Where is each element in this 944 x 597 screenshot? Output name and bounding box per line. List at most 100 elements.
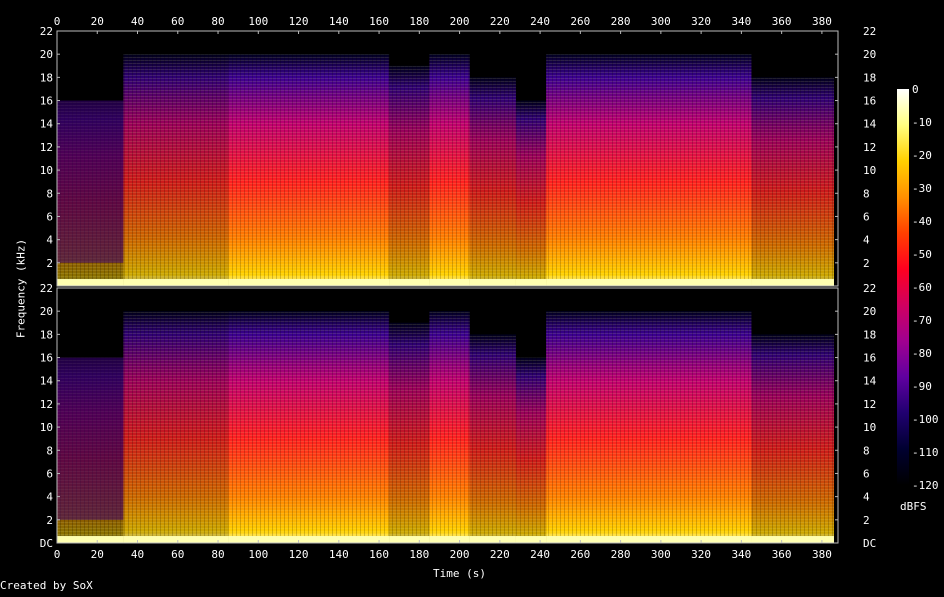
segment-transients <box>469 334 516 543</box>
colorbar-tick: -90 <box>912 380 932 393</box>
x-tick-bottom: 200 <box>450 548 470 561</box>
colorbar-tick: 0 <box>912 83 919 96</box>
spectrogram-segment <box>751 334 834 543</box>
x-tick-top: 340 <box>731 15 751 28</box>
x-tick-top: 320 <box>691 15 711 28</box>
x-tick-top: 300 <box>651 15 671 28</box>
spectrogram-segment <box>546 311 752 543</box>
spectrogram-segment <box>469 77 516 286</box>
x-tick-top: 380 <box>812 15 832 28</box>
colorbar-tick: -50 <box>912 248 932 261</box>
segment-low-band <box>57 536 124 543</box>
y-tick-left: 4 <box>46 234 53 247</box>
plot-frame <box>56 287 839 544</box>
spectrogram-segment <box>389 65 430 286</box>
spectrogram-segment <box>294 54 390 286</box>
segment-low-band <box>294 536 390 543</box>
colorbar-tick: -10 <box>912 116 932 129</box>
y-tick-right: 16 <box>863 352 876 365</box>
colorbar-tick: -30 <box>912 182 932 195</box>
x-tick-bottom: 180 <box>409 548 429 561</box>
segment-transients <box>228 311 295 543</box>
segment-transients <box>294 54 390 286</box>
y-tick-left: 10 <box>40 421 53 434</box>
segment-low-band <box>546 279 752 286</box>
spectrogram-segment <box>515 357 547 543</box>
y-tick-left: 12 <box>40 141 53 154</box>
segment-transients <box>123 311 229 543</box>
intro-overlay <box>57 100 124 263</box>
segment-transients <box>751 77 834 286</box>
y-tick-right: 12 <box>863 398 876 411</box>
segment-transients <box>546 54 752 286</box>
x-tick-bottom: 100 <box>248 548 268 561</box>
spectrogram-segment <box>469 334 516 543</box>
x-tick-top: 360 <box>772 15 792 28</box>
x-tick-bottom: 260 <box>570 548 590 561</box>
segment-low-band <box>294 279 390 286</box>
y-tick-right: 22 <box>863 25 876 38</box>
y-tick-right: 2 <box>863 257 870 270</box>
colorbar-tick: -60 <box>912 281 932 294</box>
spectrogram-segment <box>294 311 390 543</box>
segment-low-band <box>515 279 547 286</box>
x-tick-bottom: 20 <box>91 548 104 561</box>
segment-low-band <box>429 279 470 286</box>
spectrogram-segment <box>389 322 430 543</box>
y-tick-right: 6 <box>863 210 870 223</box>
segment-low-band <box>469 536 516 543</box>
y-tick-right: 20 <box>863 305 876 318</box>
y-tick-left: 16 <box>40 352 53 365</box>
y-tick-right: 4 <box>863 491 870 504</box>
segment-low-band <box>228 536 295 543</box>
x-tick-bottom: 0 <box>54 548 61 561</box>
spectrogram-segment <box>429 311 470 543</box>
spectrogram-segment <box>429 54 470 286</box>
x-tick-top: 260 <box>570 15 590 28</box>
spectrogram-segment <box>546 54 752 286</box>
y-tick-left: 2 <box>46 257 53 270</box>
segment-transients <box>429 54 470 286</box>
segment-low-band <box>751 536 834 543</box>
y-tick-left: 6 <box>46 467 53 480</box>
x-tick-bottom: 380 <box>812 548 832 561</box>
spectrogram-channel-2 <box>57 288 838 543</box>
x-tick-top: 180 <box>409 15 429 28</box>
x-tick-top: 140 <box>329 15 349 28</box>
y-tick-right: 16 <box>863 95 876 108</box>
segment-low-band <box>469 279 516 286</box>
y-tick-left: 18 <box>40 71 53 84</box>
y-tick-right: 12 <box>863 141 876 154</box>
segment-low-band <box>751 279 834 286</box>
spectrogram-segment <box>123 311 229 543</box>
y-tick-right: 10 <box>863 421 876 434</box>
spectrogram-segment <box>228 54 295 286</box>
y-tick-left: 20 <box>40 305 53 318</box>
x-tick-top: 100 <box>248 15 268 28</box>
y-tick-right: 8 <box>863 444 870 457</box>
spectrogram-segment <box>515 100 547 286</box>
y-tick-right: 20 <box>863 48 876 61</box>
x-tick-bottom: 160 <box>369 548 389 561</box>
y-tick-left: 2 <box>46 514 53 527</box>
segment-transients <box>389 322 430 543</box>
spectrogram-segment <box>751 77 834 286</box>
x-tick-top: 40 <box>131 15 144 28</box>
x-tick-top: 200 <box>450 15 470 28</box>
y-tick-left: 22 <box>40 282 53 295</box>
segment-transients <box>294 311 390 543</box>
segment-transients <box>515 357 547 543</box>
colorbar-tick: -100 <box>912 413 939 426</box>
segment-transients <box>469 77 516 286</box>
x-tick-top: 120 <box>289 15 309 28</box>
segment-low-band <box>546 536 752 543</box>
segment-low-band <box>515 536 547 543</box>
y-tick-left: 8 <box>46 187 53 200</box>
y-tick-right: 18 <box>863 71 876 84</box>
y-tick-left: 8 <box>46 444 53 457</box>
x-tick-bottom: 60 <box>171 548 184 561</box>
x-tick-bottom: 300 <box>651 548 671 561</box>
x-tick-bottom: 120 <box>289 548 309 561</box>
segment-transients <box>228 54 295 286</box>
